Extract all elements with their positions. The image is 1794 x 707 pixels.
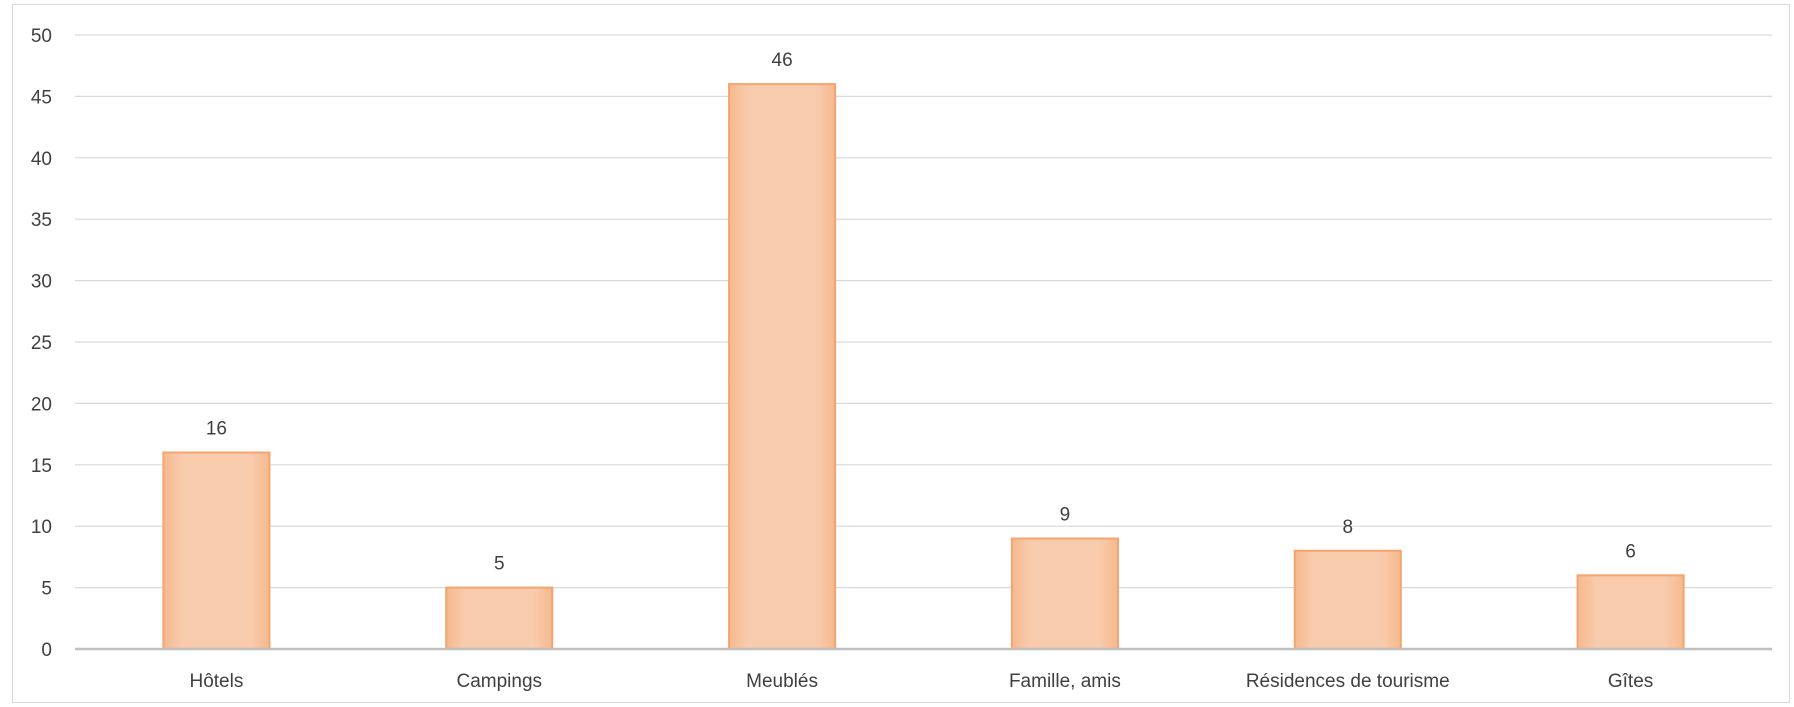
x-tick-label: Campings [456, 671, 542, 692]
y-tick-label: 35 [31, 210, 52, 231]
bar [162, 451, 271, 650]
bar [1010, 537, 1119, 650]
y-tick-label: 45 [31, 87, 52, 108]
data-label: 8 [1342, 517, 1353, 538]
data-label: 9 [1060, 504, 1071, 525]
bar [1293, 549, 1402, 651]
data-label: 5 [494, 554, 505, 575]
data-label: 16 [206, 419, 227, 440]
bar [445, 586, 554, 650]
y-tick-label: 15 [31, 456, 52, 477]
y-axis: 0 5 10 15 20 25 30 35 40 45 50 [31, 26, 52, 661]
bars: 16 5 46 9 8 6 [162, 50, 1685, 651]
bar [1576, 574, 1685, 651]
y-tick-label: 50 [31, 26, 52, 47]
y-tick-label: 25 [31, 333, 52, 354]
bar [728, 83, 837, 651]
x-tick-label: Gîtes [1608, 671, 1653, 692]
gridlines [75, 34, 1772, 589]
chart-frame [12, 4, 1790, 703]
y-tick-label: 10 [31, 517, 52, 538]
y-tick-label: 5 [41, 579, 52, 600]
y-tick-label: 40 [31, 149, 52, 170]
y-tick-label: 0 [41, 640, 52, 661]
x-tick-label: Meublés [746, 671, 818, 692]
x-tick-label: Famille, amis [1009, 671, 1121, 692]
y-tick-label: 30 [31, 272, 52, 293]
data-label: 6 [1625, 541, 1636, 562]
x-tick-label: Hôtels [189, 671, 243, 692]
data-label: 46 [772, 50, 793, 71]
x-tick-label: Résidences de tourisme [1246, 671, 1450, 692]
y-tick-label: 20 [31, 394, 52, 415]
x-axis: Hôtels Campings Meublés Famille, amis Réside… [75, 647, 1772, 692]
